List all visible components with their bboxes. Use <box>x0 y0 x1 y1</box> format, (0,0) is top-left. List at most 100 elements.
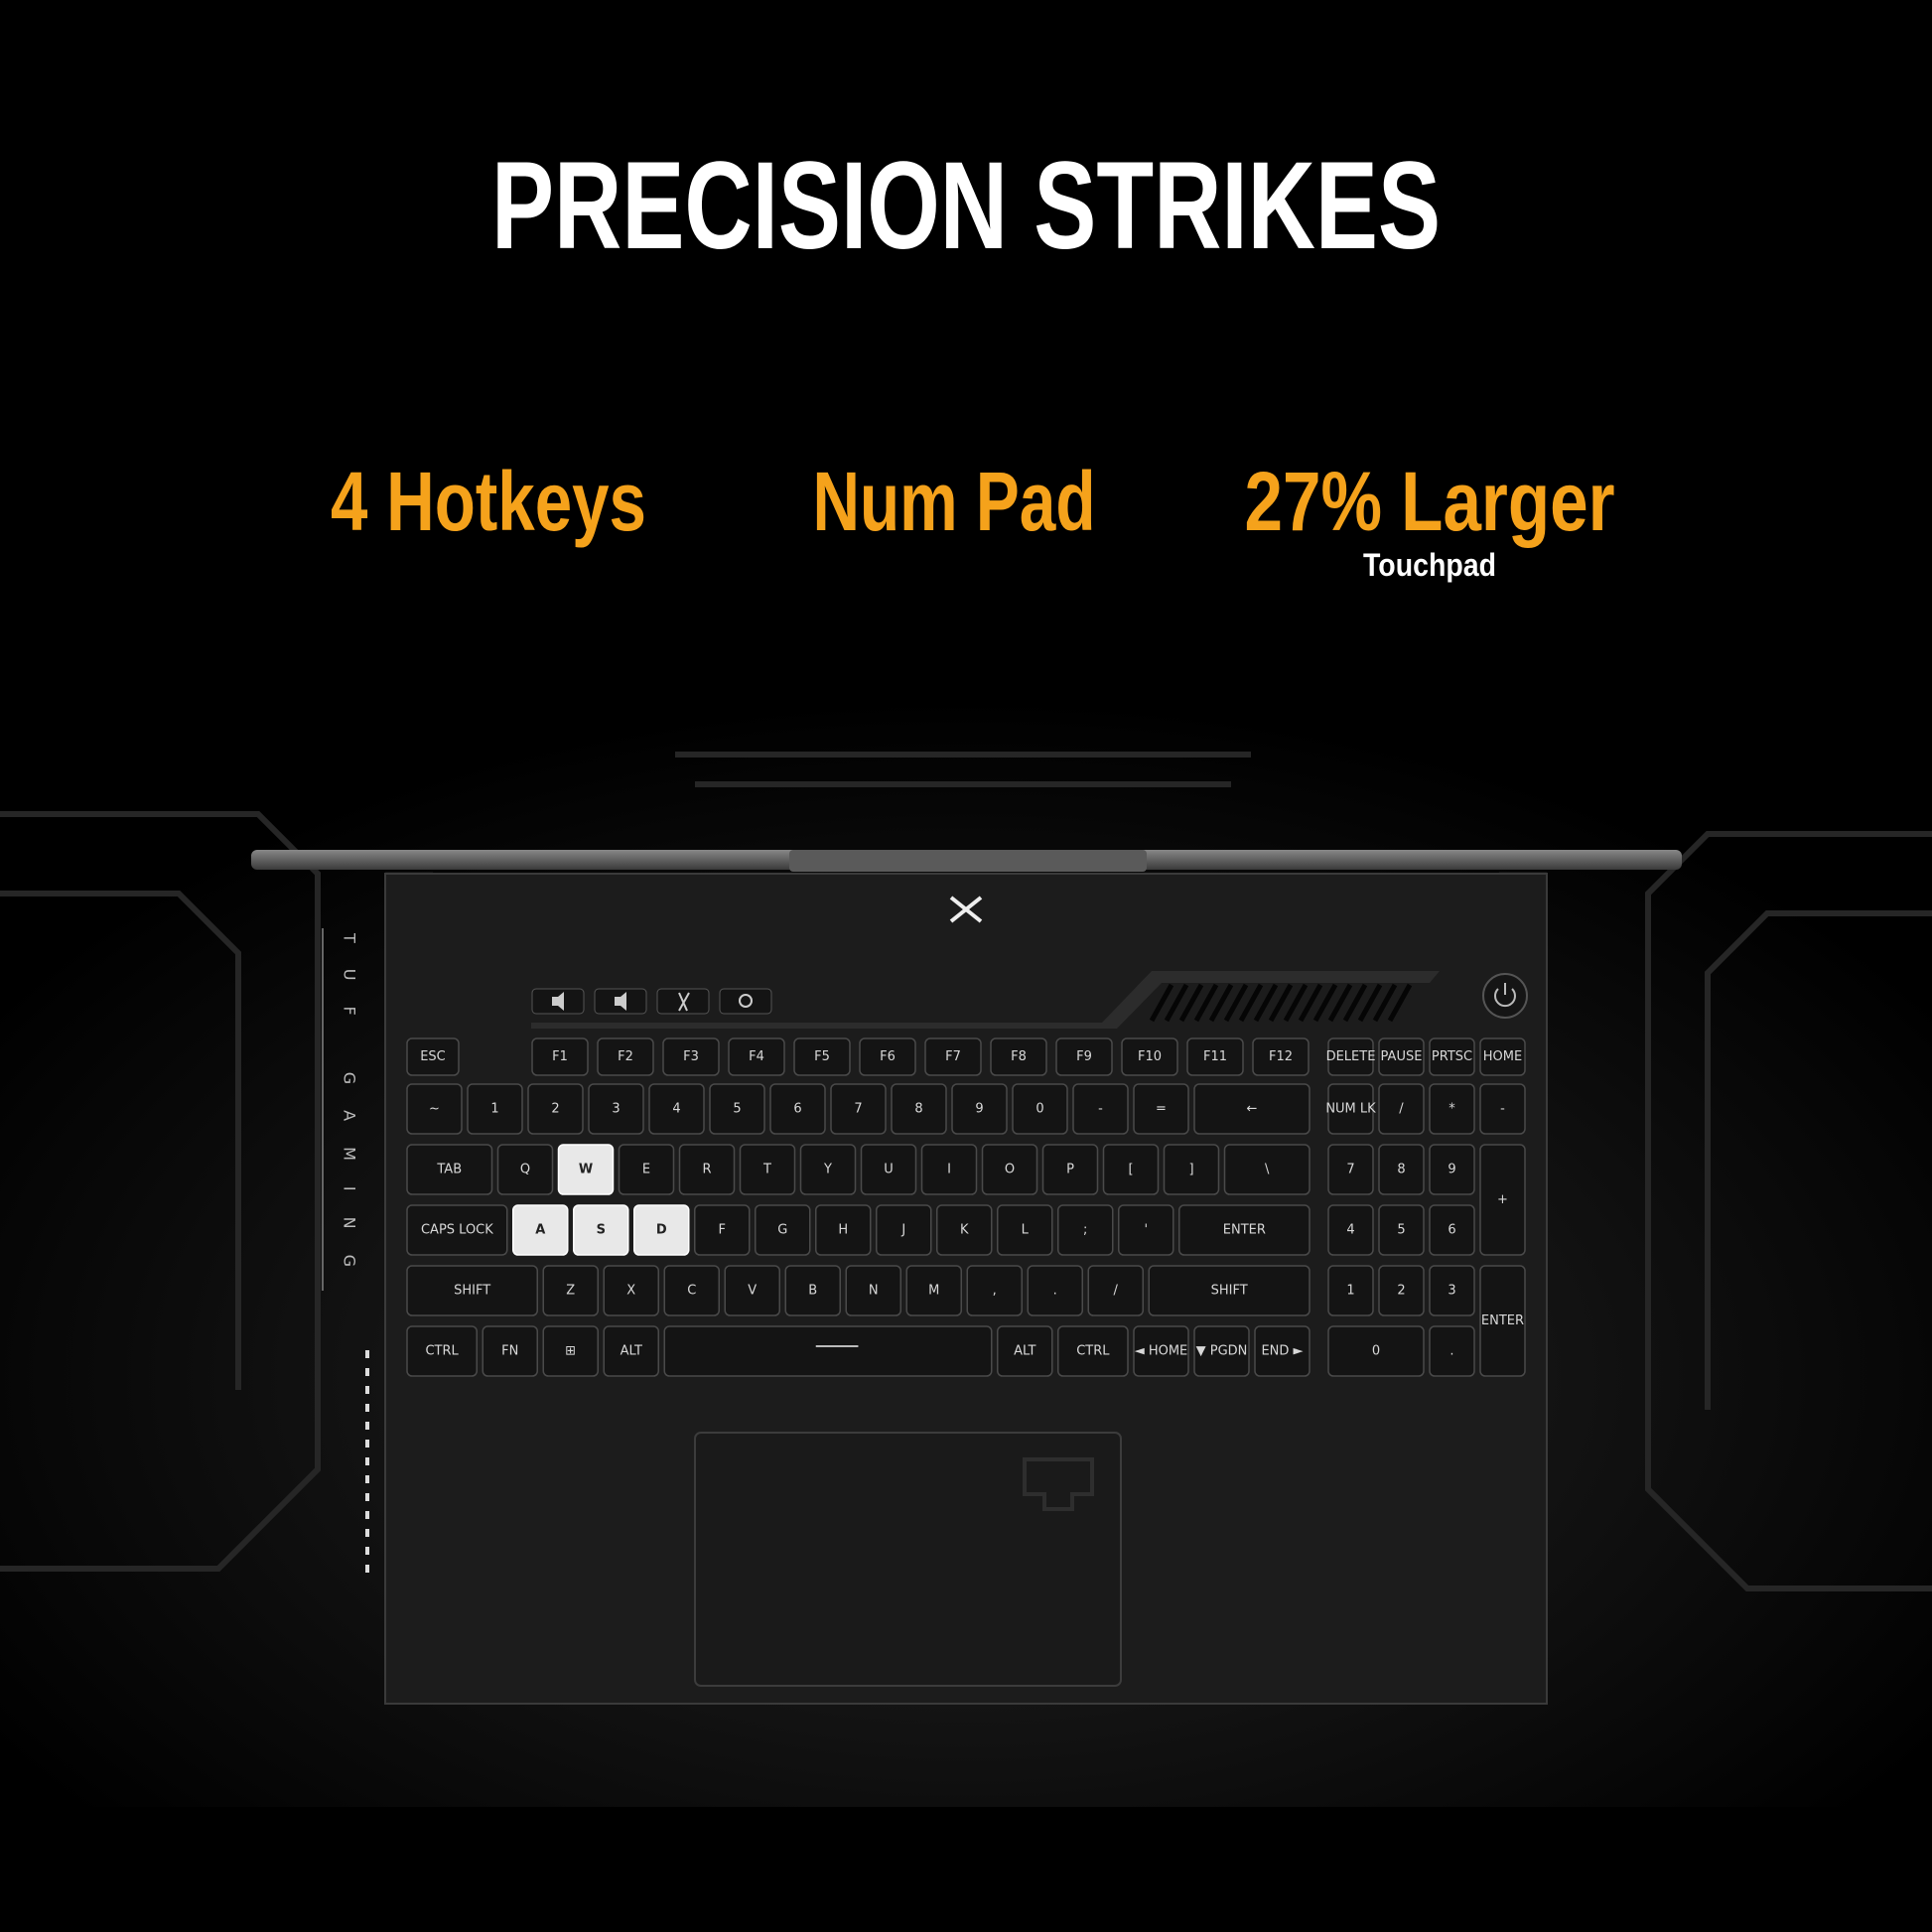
key <box>1479 1144 1526 1256</box>
key <box>496 1144 554 1195</box>
key <box>830 1083 887 1135</box>
key <box>1378 1144 1425 1195</box>
key-label: P <box>1066 1163 1074 1177</box>
key <box>662 1037 720 1076</box>
key-label: = <box>1156 1102 1167 1117</box>
key <box>1378 1037 1425 1076</box>
key <box>1429 1265 1475 1316</box>
key <box>815 1204 872 1256</box>
key-label: . <box>1053 1284 1057 1299</box>
key <box>603 1265 659 1316</box>
keyboard: ESC F1 F2 F3 F4 F5 F6 F7 F8 F9 F10 F11 F12~ 1 2 3 4 5 6 7 8 9… <box>406 1037 1526 1377</box>
key <box>1429 1325 1475 1377</box>
feature-sublabel: Touchpad <box>1363 547 1496 583</box>
side-label: TUF GAMING <box>341 932 359 1293</box>
key-label: END ► <box>1261 1344 1303 1359</box>
icon-armoury <box>739 994 753 1008</box>
key-label: 5 <box>1397 1223 1405 1238</box>
key <box>618 1144 675 1195</box>
key-label: O <box>1005 1163 1015 1177</box>
key-label: 2 <box>1397 1284 1405 1299</box>
webcam-logo <box>949 896 983 923</box>
key <box>1479 1265 1526 1377</box>
hotkey <box>719 988 772 1015</box>
key <box>542 1265 599 1316</box>
key-label: E <box>642 1163 650 1177</box>
key-label: [ <box>1128 1163 1133 1177</box>
key-label: 4 <box>672 1102 680 1117</box>
power-button <box>1482 973 1528 1019</box>
feature-label: 27% Larger <box>1245 455 1615 548</box>
key-label: C <box>687 1284 696 1299</box>
key <box>739 1144 796 1195</box>
key <box>1429 1083 1475 1135</box>
key-label: * <box>1449 1102 1455 1117</box>
key-label: , <box>993 1284 997 1299</box>
key <box>905 1265 962 1316</box>
key <box>512 1204 569 1256</box>
key <box>603 1325 659 1377</box>
key <box>406 1083 463 1135</box>
key-label: - <box>1098 1102 1103 1117</box>
key <box>1378 1204 1425 1256</box>
key-label: F9 <box>1076 1049 1092 1064</box>
touchpad <box>694 1432 1122 1687</box>
key-label: X <box>626 1284 635 1299</box>
key <box>694 1204 751 1256</box>
key <box>1148 1265 1311 1316</box>
key-label: F11 <box>1203 1049 1227 1064</box>
key <box>406 1144 493 1195</box>
key <box>981 1144 1038 1195</box>
key-label: 6 <box>1448 1223 1455 1238</box>
key-label: D <box>656 1223 667 1238</box>
key-label: N <box>869 1284 879 1299</box>
key <box>1252 1037 1310 1076</box>
key-label: F10 <box>1138 1049 1162 1064</box>
key-label: ESC <box>420 1049 446 1064</box>
key-label: F7 <box>945 1049 961 1064</box>
key <box>990 1037 1047 1076</box>
key-label: T <box>762 1163 771 1177</box>
key-label: F6 <box>880 1049 896 1064</box>
key-label: ENTER <box>1481 1313 1524 1328</box>
key <box>924 1037 982 1076</box>
key-label: I <box>947 1163 951 1177</box>
key-label: F5 <box>814 1049 830 1064</box>
key <box>724 1265 780 1316</box>
key-label: ← <box>1247 1102 1258 1117</box>
key <box>1327 1037 1374 1076</box>
key <box>1178 1204 1311 1256</box>
key <box>1121 1037 1178 1076</box>
key-label: K <box>960 1223 969 1238</box>
key <box>1163 1144 1220 1195</box>
key <box>1087 1265 1144 1316</box>
key <box>709 1083 765 1135</box>
key <box>1223 1144 1311 1195</box>
power-icon <box>1494 983 1516 1008</box>
key-label: SHIFT <box>1211 1284 1248 1299</box>
key <box>1327 1204 1374 1256</box>
key <box>467 1083 523 1135</box>
key <box>1327 1265 1374 1316</box>
key-label: ; <box>1083 1223 1087 1238</box>
key-label: 2 <box>551 1102 559 1117</box>
key-label: DELETE <box>1326 1049 1376 1064</box>
key-label: F8 <box>1011 1049 1027 1064</box>
icon-volume-down <box>552 992 564 1011</box>
key <box>1327 1083 1374 1135</box>
key-label: Y <box>823 1163 832 1177</box>
key <box>755 1204 811 1256</box>
key-label: G <box>777 1223 787 1238</box>
key <box>876 1204 932 1256</box>
key <box>1193 1083 1311 1135</box>
key <box>406 1325 478 1377</box>
key-label: ~ <box>429 1102 440 1117</box>
key <box>1102 1144 1160 1195</box>
key-label: 6 <box>793 1102 801 1117</box>
key-label: 7 <box>854 1102 862 1117</box>
headline: PRECISION STRIKES <box>491 137 1441 275</box>
vent <box>1149 983 1413 1023</box>
feature-label: 4 Hotkeys <box>331 455 646 548</box>
key-label: F4 <box>749 1049 764 1064</box>
key-label: 1 <box>490 1102 498 1117</box>
